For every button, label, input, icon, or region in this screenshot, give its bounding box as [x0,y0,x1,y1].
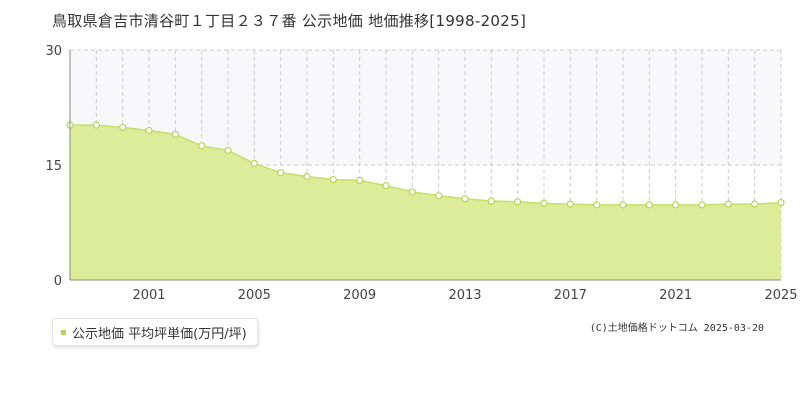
data-point [171,130,179,138]
x-tick-label: 2021 [659,288,692,303]
series-markers [66,121,785,209]
data-point [382,182,390,190]
data-point [303,172,311,181]
legend: 公示地価 平均坪単価(万円/坪) [52,318,258,346]
data-point [645,201,653,209]
data-point [224,146,232,155]
copyright: (C)土地価格ドットコム 2025-03-20 [589,323,764,334]
data-point [751,200,759,208]
x-tick-label: 2017 [554,288,587,303]
data-point [619,201,627,209]
data-point [408,188,416,196]
data-point [461,195,469,203]
data-point [198,142,206,150]
data-point [593,201,601,209]
y-tick-label: 15 [45,159,62,174]
data-point [724,200,732,208]
x-tick-label: 2013 [448,288,481,303]
series-line [70,124,782,206]
legend-swatch [61,329,66,335]
data-point [698,201,706,209]
data-point [356,176,364,184]
data-point [540,199,548,207]
y-tick-label: 30 [45,44,62,59]
data-point [672,201,680,209]
chart-title: 鳥取県倉吉市清谷町１丁目２３７番 公示地価 地価推移[1998-2025] [52,12,527,30]
x-tick-labels: 2001 2005 2009 2013 2017 2021 2025 [132,288,797,303]
data-point [435,192,443,200]
data-point [92,121,100,129]
data-point [277,169,285,177]
x-tick-label: 2025 [764,288,797,303]
data-point [145,126,153,135]
data-point [514,198,522,206]
x-tick-label: 2001 [132,288,165,303]
data-point [777,198,785,207]
data-point [119,123,127,132]
data-point [329,175,337,184]
x-tick-label: 2005 [238,288,271,303]
y-tick-label: 0 [54,274,62,289]
x-tick-label: 2009 [343,288,376,303]
y-tick-labels: 0 15 30 [45,44,62,289]
legend-label: 公示地価 平均坪単価(万円/坪) [72,326,247,342]
data-point [487,197,495,205]
series-area [70,125,781,280]
data-point [250,159,258,168]
data-point [566,200,574,208]
